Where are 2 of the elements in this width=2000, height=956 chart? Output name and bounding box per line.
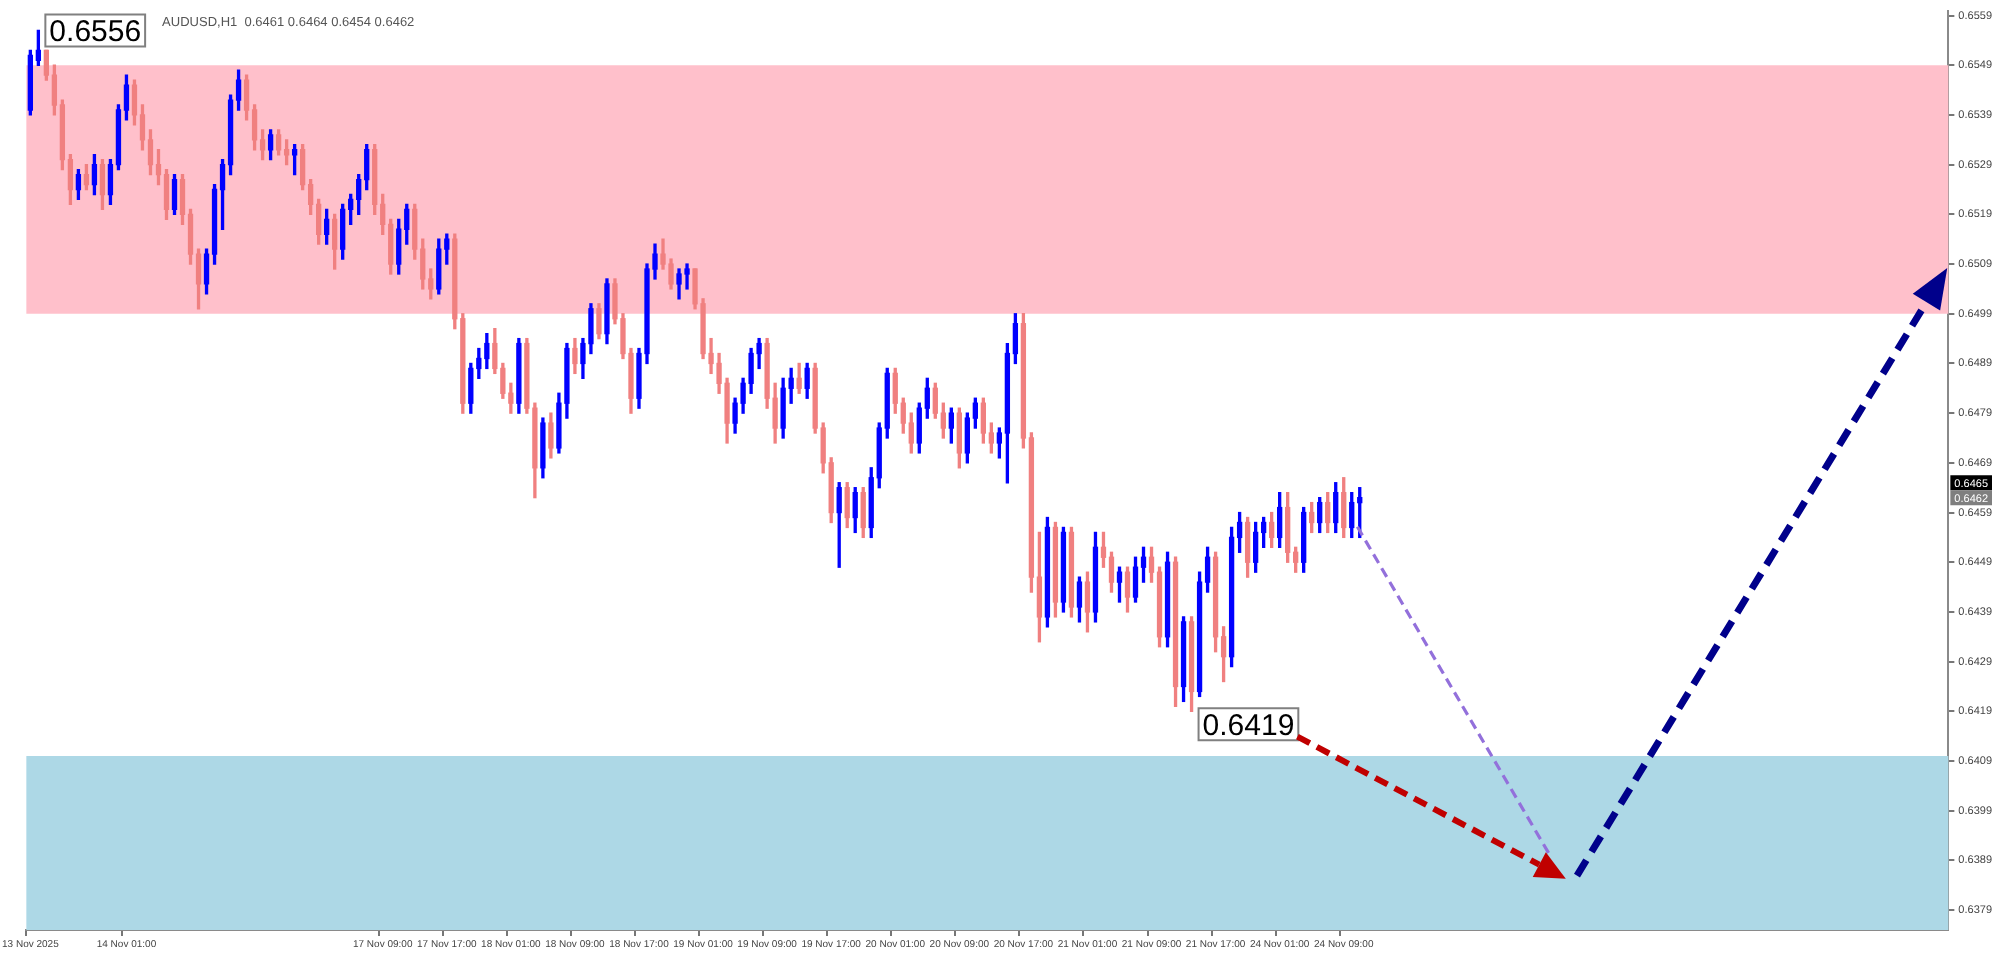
annotation: 0.6556 <box>49 14 142 49</box>
annotation: 0.6419 <box>1202 708 1295 743</box>
